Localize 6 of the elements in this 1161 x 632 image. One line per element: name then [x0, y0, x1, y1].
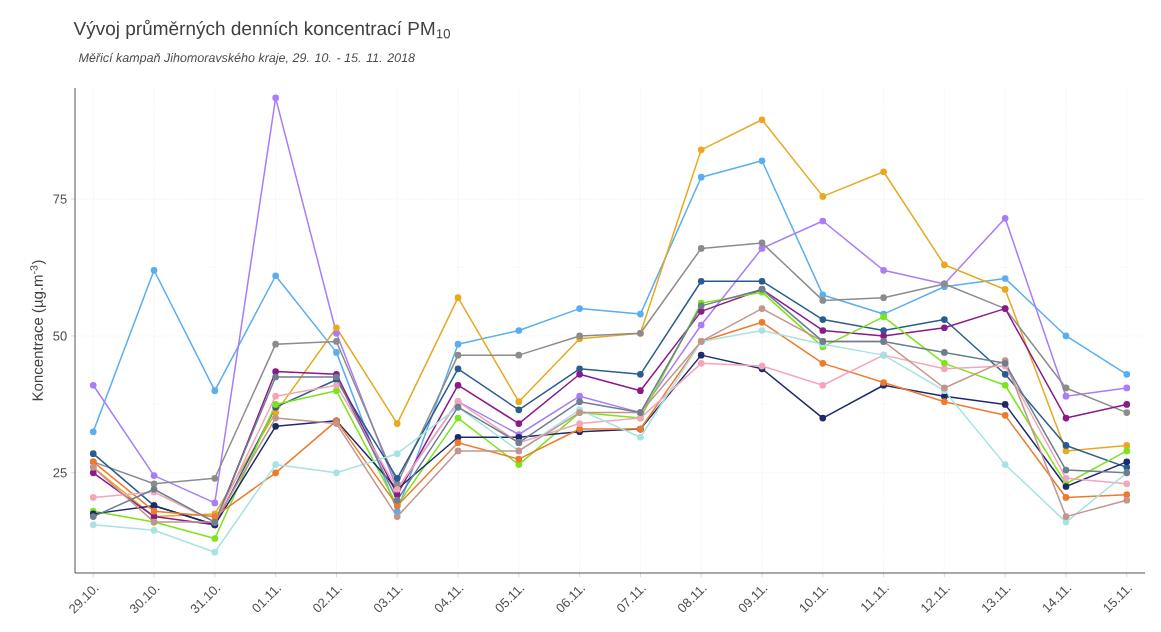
chart-subtitle: Měřicí kampaň Jihomoravského kraje, 29. 10. - 15. 11. 2018: [78, 52, 415, 65]
y-tick-label: 75: [53, 194, 67, 204]
y-tick-label: 50: [53, 331, 67, 341]
y-tick-label: 25: [53, 468, 67, 478]
chart-title: Vývoj průměrných denních koncentrací PM$_{10}$: [73, 19, 451, 39]
y-axis-title: Koncentrace (µg.m$^{-3}$): [30, 260, 46, 401]
